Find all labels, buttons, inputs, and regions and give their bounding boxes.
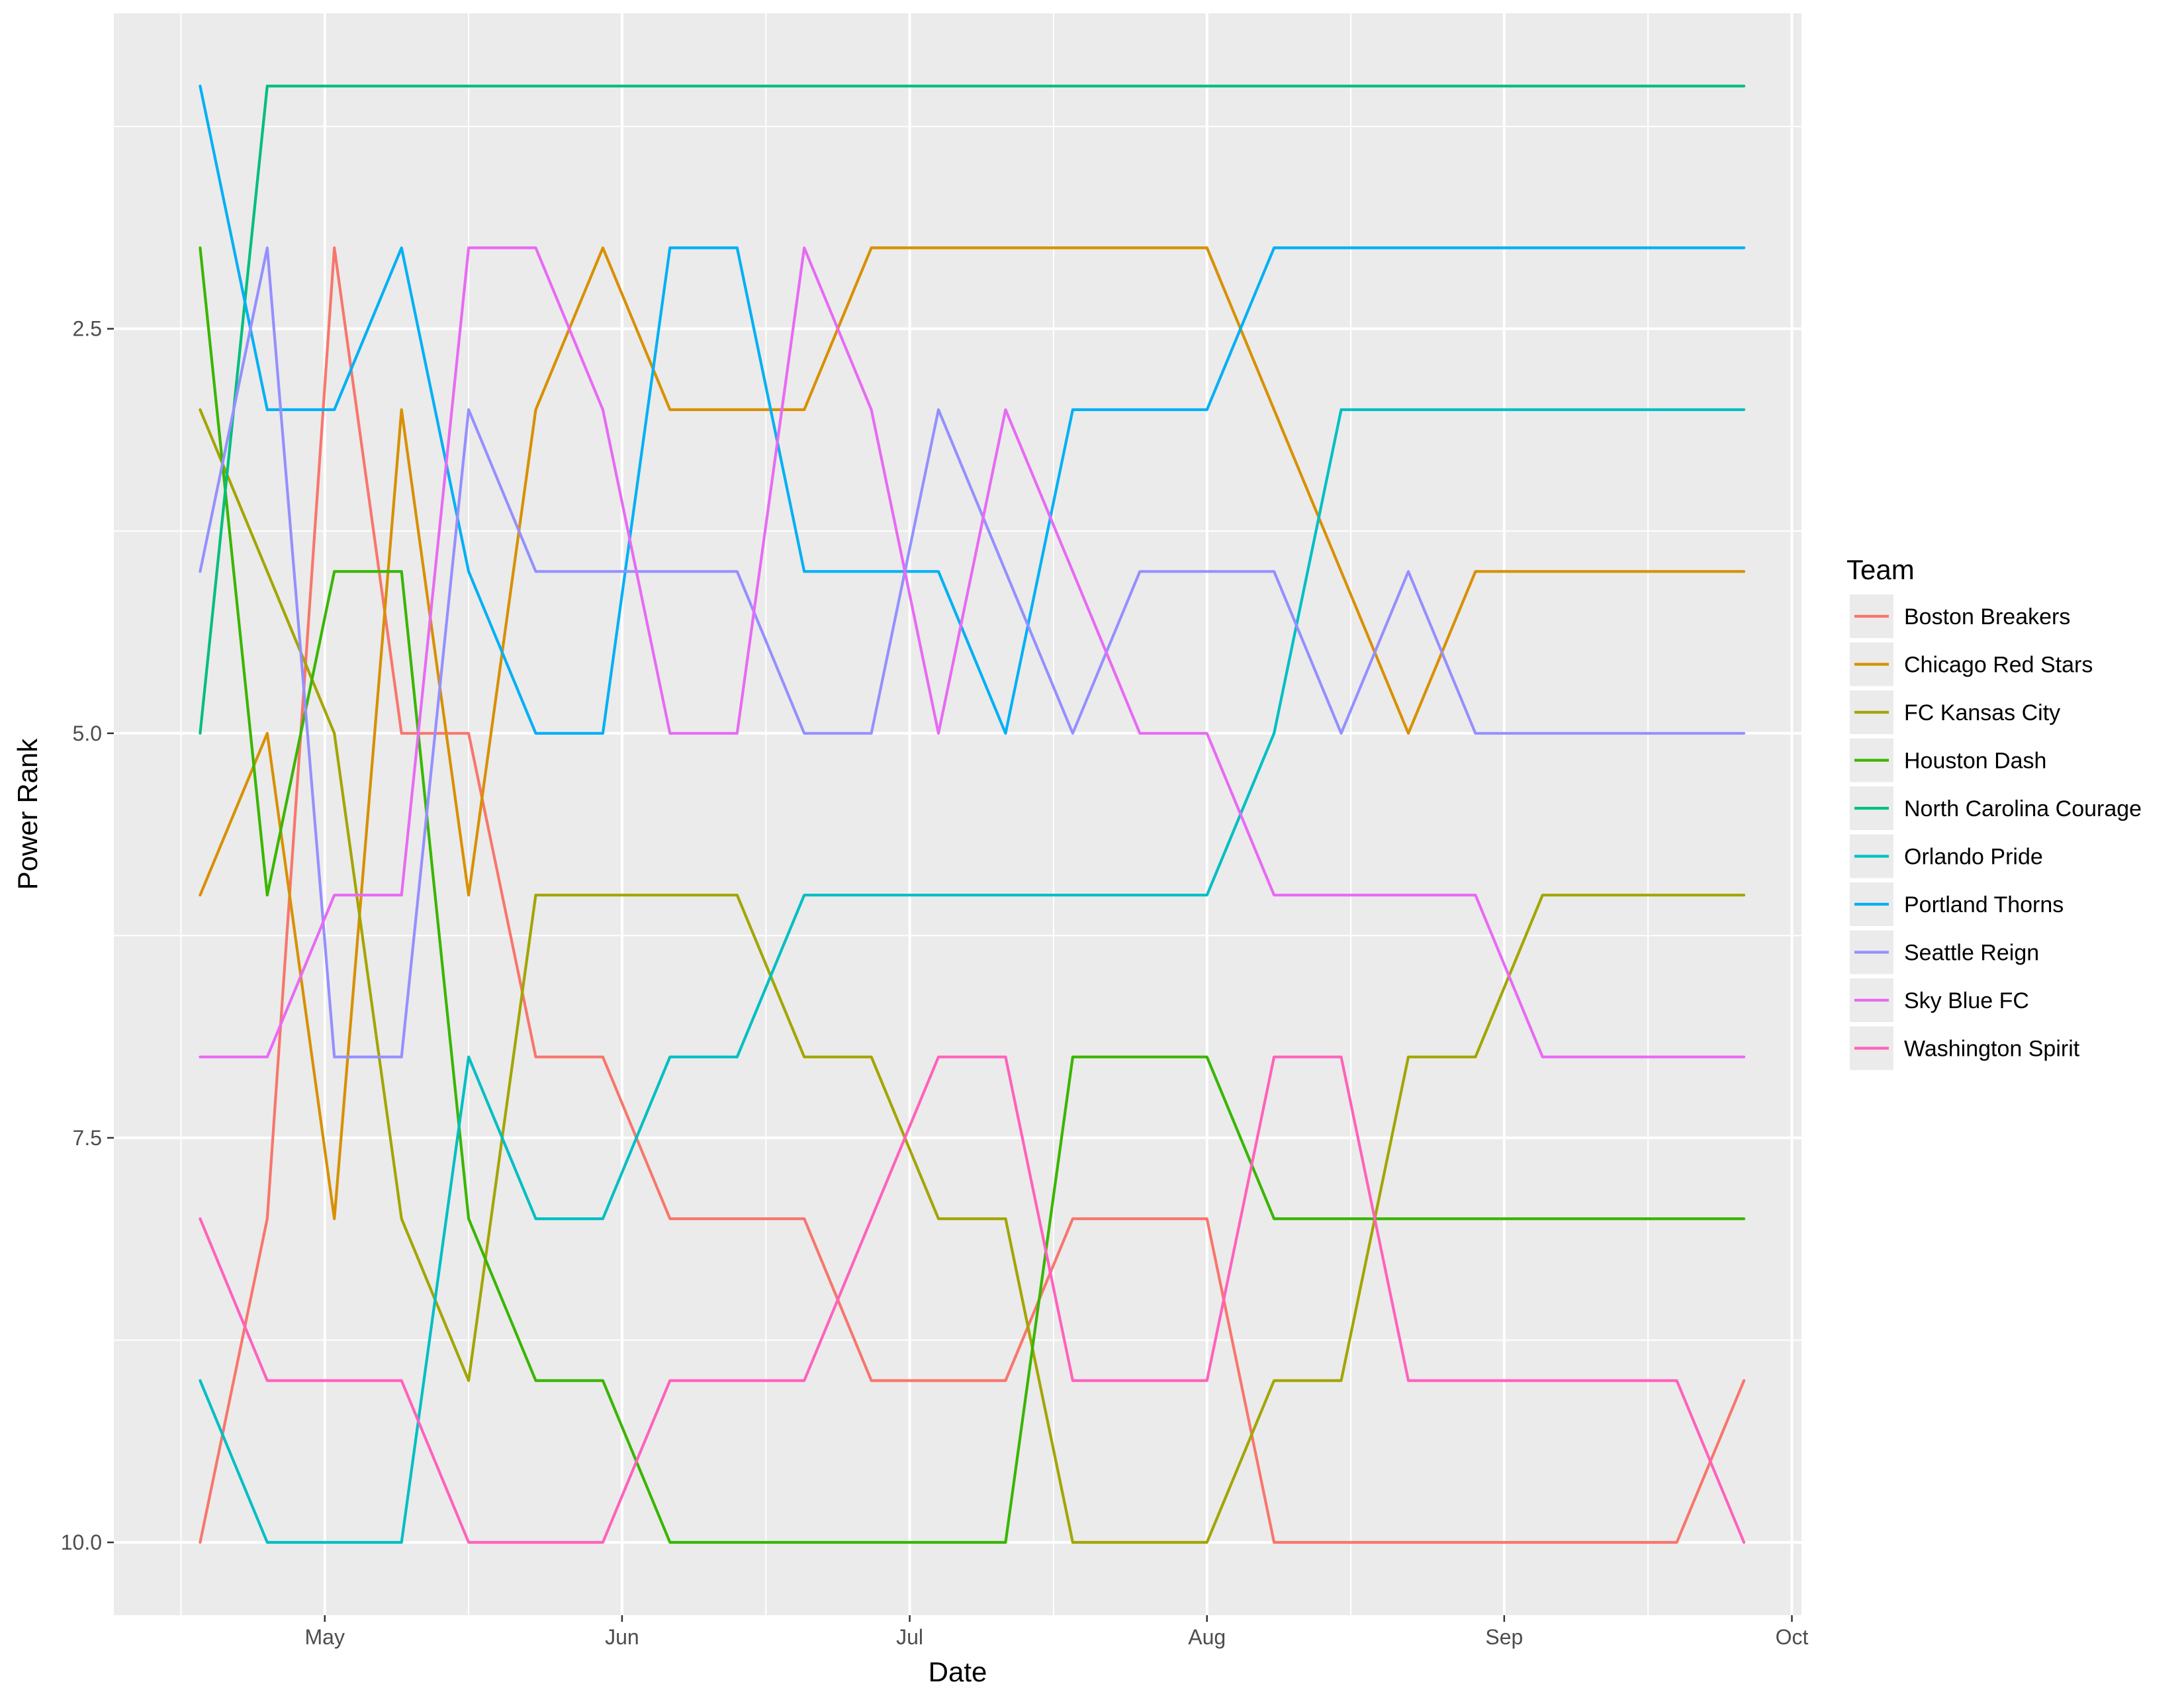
legend-label: Portland Thorns [1904,892,2064,917]
legend-label: North Carolina Courage [1904,796,2142,821]
x-tick-label: Aug [1188,1625,1226,1649]
series-line-fc-kansas-city [199,408,1746,1544]
series-line-houston-dash [199,246,1746,1544]
series-line-washington-spirit [199,1055,1746,1544]
y-axis-title: Power Rank [12,738,43,890]
x-axis-title: Date [929,1656,987,1687]
legend-label: FC Kansas City [1904,700,2060,726]
x-tick-label: Jul [896,1625,923,1649]
series-lines [199,84,1746,1544]
legend-label: Chicago Red Stars [1904,653,2093,678]
x-tick-label: Oct [1776,1625,1809,1649]
series-line-sky-blue-fc [199,246,1746,1058]
plot-panel [114,13,1801,1615]
series-line-seattle-reign [199,246,1746,1058]
series-line-orlando-pride [199,408,1746,1544]
x-tick-label: May [305,1625,345,1649]
legend-label: Orlando Pride [1904,845,2043,870]
x-tick-label: Jun [605,1625,639,1649]
series-line-north-carolina-courage [199,84,1746,735]
y-tick-label: 5.0 [73,722,102,745]
legend: Team Boston Breakers Chicago Red Stars FC … [1846,554,2142,1070]
legend-label: Boston Breakers [1904,604,2070,630]
series-line-boston-breakers [199,246,1746,1544]
legend-label: Sky Blue FC [1904,988,2029,1013]
axes: May Jun Jul Aug Sep Oct 2.5 5.0 7.5 10.0 [61,317,1809,1649]
y-tick-label: 10.0 [61,1530,102,1554]
y-tick-label: 2.5 [73,317,102,341]
legend-label: Washington Spirit [1904,1037,2080,1062]
series-line-chicago-red-stars [199,246,1746,1221]
y-tick-label: 7.5 [73,1126,102,1150]
x-tick-label: Sep [1485,1625,1523,1649]
legend-label: Houston Dash [1904,749,2046,774]
legend-title: Team [1846,554,1915,585]
gridlines [114,13,1801,1615]
legend-label: Seattle Reign [1904,941,2039,966]
